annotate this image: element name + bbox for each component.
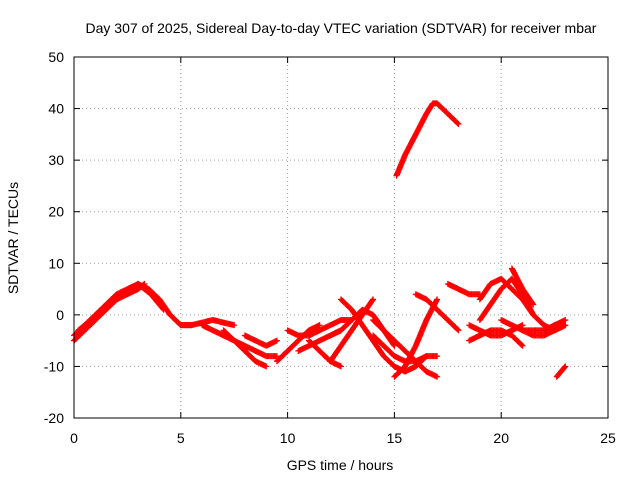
series-arc28 xyxy=(553,363,569,380)
data-point xyxy=(316,322,323,329)
data-marks xyxy=(71,100,569,380)
axis-ticks: 0 5 10 15 20 25 -20 -10 0 10 20 30 40 50 xyxy=(44,49,616,446)
series-arc7 xyxy=(241,332,280,349)
data-point xyxy=(160,306,167,313)
data-point xyxy=(562,363,569,370)
data-point xyxy=(518,342,525,349)
plot-frame xyxy=(73,56,609,419)
x-tick-label: 15 xyxy=(387,430,403,446)
data-point xyxy=(529,300,536,307)
data-point xyxy=(370,296,377,303)
x-tick-label: 10 xyxy=(280,430,296,446)
data-point xyxy=(231,322,238,329)
series-arc20 xyxy=(444,280,483,298)
series-arc5 xyxy=(199,322,280,360)
data-point xyxy=(562,322,569,329)
data-point xyxy=(455,121,462,128)
data-point xyxy=(530,301,537,308)
data-point xyxy=(519,342,526,349)
y-tick-label: 20 xyxy=(48,204,64,220)
data-point xyxy=(454,326,461,333)
series-arc12 xyxy=(327,296,377,365)
series-arc14 xyxy=(338,296,430,375)
series-arc3 xyxy=(75,280,167,334)
data-point xyxy=(434,373,441,380)
x-tick-label: 5 xyxy=(177,430,185,446)
y-tick-label: -10 xyxy=(44,358,64,374)
data-point xyxy=(159,305,166,312)
data-point xyxy=(561,364,568,371)
data-point xyxy=(562,317,569,324)
data-point xyxy=(273,337,280,344)
series-arc26 xyxy=(508,265,537,308)
y-tick-label: 50 xyxy=(48,49,64,65)
data-point xyxy=(519,322,526,329)
series-arc1 xyxy=(71,280,148,344)
data-point xyxy=(455,327,462,334)
x-tick-label: 20 xyxy=(493,430,509,446)
y-tick-label: 0 xyxy=(56,307,64,323)
x-tick-label: 25 xyxy=(600,430,616,446)
series-arc27 xyxy=(519,317,569,334)
series-arc19 xyxy=(393,100,462,179)
data-point xyxy=(454,120,461,127)
y-tick-label: 30 xyxy=(48,152,64,168)
x-axis-label: GPS time / hours xyxy=(287,457,394,473)
y-tick-label: -20 xyxy=(44,410,64,426)
series-arc4 xyxy=(177,317,238,329)
series-arc18 xyxy=(412,291,462,334)
data-point xyxy=(338,363,344,370)
chart-title: Day 307 of 2025, Sidereal Day-to-day VTE… xyxy=(86,20,597,36)
y-tick-label: 40 xyxy=(48,101,64,117)
y-axis-label: SDTVAR / TECUs xyxy=(5,182,21,294)
data-point xyxy=(369,297,376,304)
data-point xyxy=(263,363,270,370)
y-tick-label: 10 xyxy=(48,255,64,271)
x-tick-label: 0 xyxy=(70,430,78,446)
series-arc9 xyxy=(284,317,355,339)
series-arc6 xyxy=(220,327,270,370)
data-point xyxy=(434,296,441,303)
grid-lines xyxy=(74,57,608,418)
data-point xyxy=(434,353,441,360)
